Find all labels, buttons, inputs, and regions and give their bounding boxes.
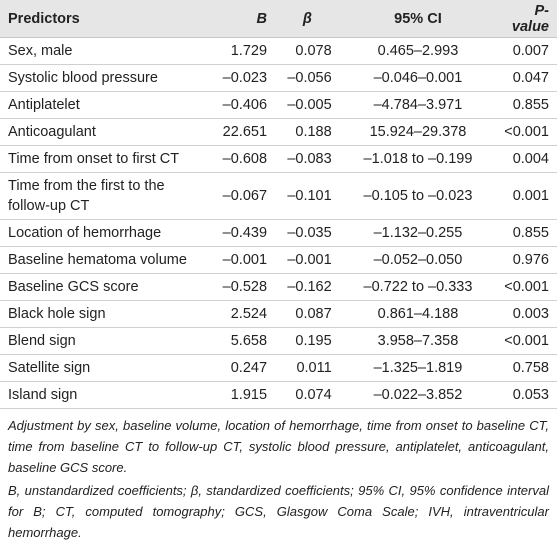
table-cell: –4.784–3.971 [339,91,497,119]
table-row: Systolic blood pressure –0.023 –0.056 –0.04… [0,64,557,92]
table-cell: 3.958–7.358 [339,327,497,355]
table-cell: 0.003 [496,300,557,328]
table-cell: –1.132–0.255 [339,219,497,247]
table-cell: 0.758 [496,354,557,382]
table-cell: –0.083 [275,145,340,173]
footnote: Adjustment by sex, baseline volume, loca… [8,418,549,475]
table-row: Time from onset to first CT –0.608 –0.083–… [0,145,557,173]
header-cell: β [275,0,340,38]
table-cell: 0.855 [496,91,557,119]
table-cell: Antiplatelet [0,91,206,119]
table-row: Location of hemorrhage –0.439 –0.035 –1.132… [0,219,557,247]
table-cell: –0.052–0.050 [339,246,497,274]
table-cell: 0.855 [496,219,557,247]
table-cell: 0.001 [496,172,557,220]
table-row: Sex, male 1.729 0.078 0.465–2.993 0.007 [0,37,557,65]
table-cell: 2.524 [205,300,276,328]
table-cell: –0.022–3.852 [339,381,497,409]
table-cell: –0.722 to –0.333 [339,273,497,301]
table-row: Time from the first to the follow-up CT –… [0,172,557,220]
table-cell: –0.056 [275,64,340,92]
table-cell: Baseline hematoma volume [0,246,206,274]
table-cell: –0.001 [275,246,340,274]
table-cell: Black hole sign [0,300,206,328]
table-cell: 0.004 [496,145,557,173]
table-cell: 0.011 [275,354,340,382]
table-row: Black hole sign 2.524 0.087 0.861–4.188 0.00… [0,300,557,328]
footnote: B, unstandardized coefficients; β, stand… [8,483,549,540]
table-row: Anticoagulant 22.651 0.188 15.924–29.378 <0.… [0,118,557,146]
table-cell: 5.658 [205,327,276,355]
table-cell: –1.018 to –0.199 [339,145,497,173]
table-cell: –0.101 [275,172,340,220]
table-cell: 0.976 [496,246,557,274]
table-cell: Baseline GCS score [0,273,206,301]
table-row: Blend sign 5.658 0.195 3.958–7.358 <0.001 [0,327,557,355]
table-cell: 0.053 [496,381,557,409]
table-cell: 0.861–4.188 [339,300,497,328]
table-cell: Sex, male [0,37,206,65]
table-cell: 22.651 [205,118,276,146]
table-cell: Blend sign [0,327,206,355]
table-cell: 0.047 [496,64,557,92]
table-cell: –0.406 [205,91,276,119]
header-cell: Predictors [0,0,206,38]
table-cell: 15.924–29.378 [339,118,497,146]
table-cell: –0.439 [205,219,276,247]
table-cell: 0.078 [275,37,340,65]
table-cell: Location of hemorrhage [0,219,206,247]
table-cell: Time from the first to the follow-up CT [0,172,206,220]
header-cell: P-value [496,0,557,38]
table-cell: –1.325–1.819 [339,354,497,382]
table-row: Antiplatelet –0.406 –0.005 –4.784–3.971 0.85… [0,91,557,119]
table-cell: 0.465–2.993 [339,37,497,65]
table-cell: <0.001 [496,327,557,355]
table-row: Baseline hematoma volume –0.001 –0.001 –0.0… [0,246,557,274]
table-cell: Satellite sign [0,354,206,382]
table-cell: –0.067 [205,172,276,220]
table-cell: –0.001 [205,246,276,274]
table-cell: Systolic blood pressure [0,64,206,92]
table-body: Sex, male 1.729 0.078 0.465–2.993 0.007 Systo… [0,37,557,409]
table-cell: 0.195 [275,327,340,355]
table-cell: –0.528 [205,273,276,301]
table-cell: 0.247 [205,354,276,382]
table-cell: –0.162 [275,273,340,301]
table-cell: Anticoagulant [0,118,206,146]
table-cell: 0.074 [275,381,340,409]
header-cell: B [205,0,276,38]
table-cell: –0.005 [275,91,340,119]
table-cell: –0.608 [205,145,276,173]
table-cell: 0.007 [496,37,557,65]
table-cell: –0.046–0.001 [339,64,497,92]
table-row: Island sign 1.915 0.074 –0.022–3.852 0.053 [0,381,557,409]
table-cell: <0.001 [496,273,557,301]
table-cell: <0.001 [496,118,557,146]
table-cell: Time from onset to first CT [0,145,206,173]
table-cell: 0.188 [275,118,340,146]
table-row: Satellite sign 0.247 0.011 –1.325–1.819 0.75… [0,354,557,382]
table-row: Baseline GCS score –0.528 –0.162 –0.722 to … [0,273,557,301]
table-cell: Island sign [0,381,206,409]
table-cell: 1.915 [205,381,276,409]
footnotes: Adjustment by sex, baseline volume, loca… [0,409,557,543]
table-cell: –0.105 to –0.023 [339,172,497,220]
table-cell: 0.087 [275,300,340,328]
header-cell: 95% CI [339,0,497,38]
table-cell: –0.035 [275,219,340,247]
table-cell: 1.729 [205,37,276,65]
table-cell: –0.023 [205,64,276,92]
